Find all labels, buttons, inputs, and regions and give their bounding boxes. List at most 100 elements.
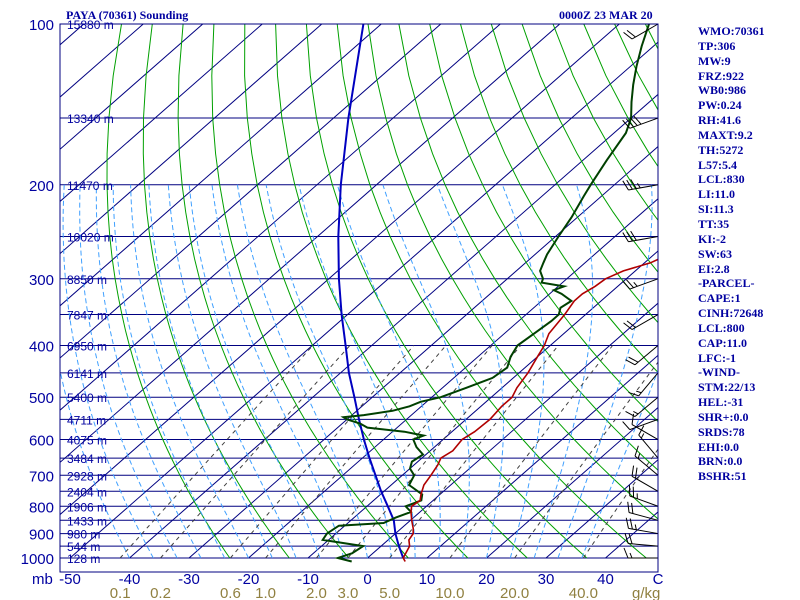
- index-item: EI:2.8: [698, 261, 730, 276]
- index-item: MW:9: [698, 53, 731, 68]
- pressure-tick-label: 100: [29, 17, 54, 34]
- moist-adiabat-line: [336, 184, 441, 559]
- isotherm-line: [129, 93, 658, 559]
- index-item: L57:5.4: [698, 157, 737, 172]
- index-item: TT:35: [698, 216, 730, 231]
- temperature-tick-label: 20: [478, 571, 495, 588]
- isobar-lines: [60, 23, 658, 559]
- dry-adiabat-line: [521, 24, 658, 273]
- index-item: LCL:800: [698, 320, 745, 335]
- dry-adiabat-line: [106, 24, 231, 559]
- moist-adiabat-line: [167, 184, 297, 559]
- mixing-ratio-label: 20.0: [500, 585, 529, 600]
- temperature-tick-label: 30: [538, 571, 555, 588]
- mixing-ratio-label: 1.0: [255, 585, 276, 600]
- temperature-tick-label: -20: [238, 571, 260, 588]
- pressure-tick-label: 400: [29, 339, 54, 356]
- index-item: TP:306: [698, 38, 736, 53]
- moist-adiabat-line: [62, 184, 154, 559]
- isotherm-line: [60, 24, 263, 203]
- moist-adiabat-line: [130, 184, 249, 559]
- wind-barb: [625, 396, 659, 417]
- height-label: 2404 m: [67, 485, 107, 499]
- mixing-ratio-unit-label: g/kg: [632, 585, 660, 600]
- pressure-unit-label: mb: [32, 571, 53, 588]
- mixing-ratio-label: 2.0: [306, 585, 327, 600]
- pressure-tick-label: 700: [29, 468, 54, 485]
- height-label: 5400 m: [67, 391, 107, 405]
- isotherm-line: [426, 354, 658, 559]
- dry-adiabat-line: [490, 24, 658, 324]
- dry-adiabat-line: [336, 24, 647, 559]
- height-label: 15880 m: [67, 18, 114, 32]
- mixing-ratio-line: [389, 345, 559, 559]
- isotherm-line: [486, 406, 658, 559]
- isotherm-lines: [0, 24, 658, 559]
- index-item: LI:11.0: [698, 187, 736, 202]
- pressure-tick-label: 800: [29, 499, 54, 516]
- temperature-tick-label: 10: [419, 571, 436, 588]
- moist-adiabat-line: [95, 184, 202, 559]
- isotherm-line: [545, 459, 658, 559]
- index-item: HEL:-31: [698, 395, 744, 410]
- moist-adiabat-line: [60, 367, 130, 559]
- dry-adiabat-line: [177, 24, 350, 559]
- index-item: RH:41.6: [698, 113, 741, 128]
- temperature-line: [402, 258, 658, 562]
- temperature-unit-label: C: [653, 571, 664, 588]
- isotherm-line: [0, 24, 24, 558]
- dry-adiabat-line: [275, 24, 528, 559]
- moist-adiabat-line: [265, 184, 392, 559]
- moist-adiabat-line: [298, 184, 416, 558]
- temperature-tick-label: -30: [178, 571, 200, 588]
- pressure-tick-label: 200: [29, 178, 54, 195]
- index-item: WMO:70361: [698, 24, 765, 38]
- dry-adiabat-line: [367, 24, 658, 520]
- index-item: KI:-2: [698, 231, 726, 246]
- index-item: -WIND-: [698, 365, 740, 380]
- moist-adiabat-line: [148, 184, 273, 559]
- index-item: SHR+:0.0: [698, 409, 749, 424]
- index-item: PW:0.24: [698, 98, 742, 113]
- dry-adiabat-line: [211, 24, 409, 559]
- guide-lines: [0, 24, 658, 559]
- temperature-tick-label: 40: [597, 571, 614, 588]
- temperature-tick-label: 0: [363, 571, 371, 588]
- wind-barb: [627, 501, 659, 521]
- height-label: 544 m: [67, 540, 100, 554]
- station-title: PAYA (70361) Sounding: [66, 8, 189, 22]
- dewpoint-line: [320, 24, 650, 563]
- height-label: 3484 m: [67, 452, 107, 466]
- moist-adiabat-line: [501, 184, 545, 559]
- mixing-ratio-line: [449, 345, 613, 559]
- index-item: MAXT:9.2: [698, 127, 753, 142]
- stability-index-panel: WMO:70361 TP:306 MW:9 FRZ:922 WB0:986 PW:0.24…: [698, 24, 798, 484]
- wind-barb: [622, 278, 659, 290]
- height-label: 8850 m: [67, 273, 107, 287]
- mixing-ratio-label: 10.0: [435, 585, 464, 600]
- height-label: 6950 m: [67, 340, 107, 354]
- index-item: WB0:986: [698, 83, 746, 98]
- moist-adiabat-lines: [60, 184, 658, 559]
- mixing-ratio-line: [230, 345, 415, 559]
- isotherm-line: [60, 24, 382, 307]
- height-label: 1906 m: [67, 500, 107, 514]
- mixing-ratio-label: 0.2: [150, 585, 171, 600]
- index-item: CAP:11.0: [698, 335, 747, 350]
- wind-barb: [625, 517, 659, 535]
- index-item: LFC:-1: [698, 350, 736, 365]
- height-label: 7847 m: [67, 309, 107, 323]
- mixing-ratio-lines: [119, 345, 658, 559]
- mixing-ratio-label: 5.0: [379, 585, 400, 600]
- pressure-tick-label: 600: [29, 433, 54, 450]
- temperature-tick-label: -50: [59, 571, 81, 588]
- pressure-tick-label: 300: [29, 272, 54, 289]
- height-label: 128 m: [67, 552, 100, 566]
- wind-barbs: [622, 23, 659, 559]
- isotherm-line: [60, 24, 620, 516]
- height-label: 4711 m: [67, 413, 106, 427]
- index-item: -PARCEL-: [698, 276, 755, 291]
- wind-barb: [622, 418, 659, 431]
